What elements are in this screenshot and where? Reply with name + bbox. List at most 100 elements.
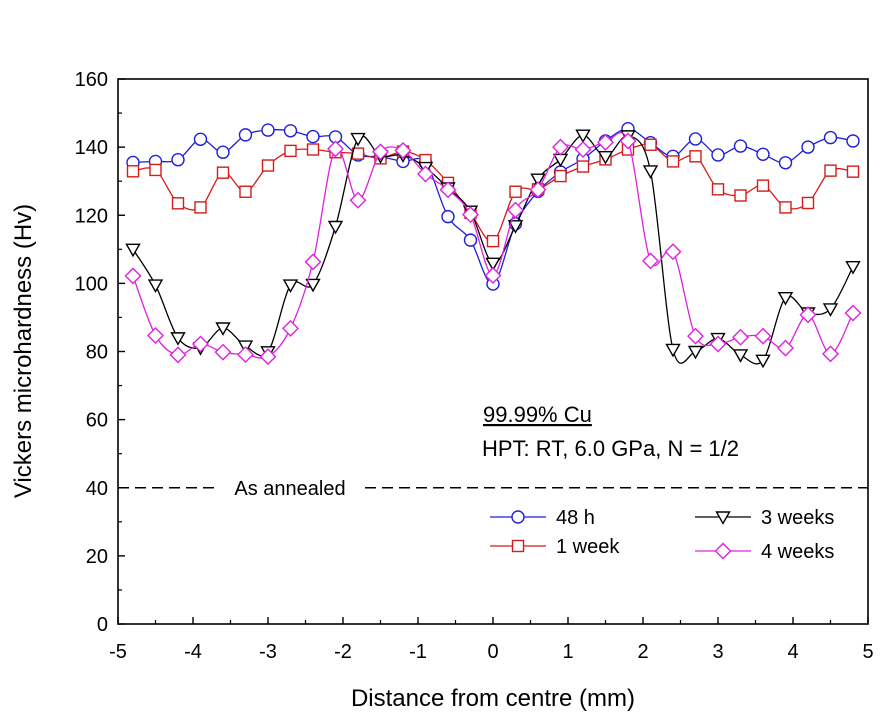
x-tick-label: 0	[487, 641, 498, 663]
legend-item: 4 weeks	[695, 541, 834, 563]
data-point	[216, 166, 230, 179]
axis-ticks: -5 -4 -3 -2 -1 0 1 2 3 4 5 0 20 40 60 80 100 120 140 160	[75, 69, 874, 663]
data-point	[689, 150, 702, 163]
y-tick-label: 140	[75, 137, 108, 159]
data-point	[844, 304, 862, 322]
data-point	[824, 164, 837, 177]
data-point	[846, 165, 860, 178]
data-point	[576, 160, 590, 173]
data-point	[462, 206, 479, 224]
legend-item: 1 week	[490, 536, 620, 558]
data-point	[823, 130, 838, 145]
x-tick-label: 1	[562, 641, 573, 663]
x-axis-label: Distance from centre (mm)	[351, 685, 635, 712]
data-point	[169, 346, 187, 364]
data-point	[441, 209, 455, 224]
data-point	[777, 339, 794, 357]
data-point	[259, 348, 277, 366]
x-tick-label: -2	[334, 641, 352, 663]
legend-label: 48 h	[556, 507, 595, 529]
data-point	[733, 139, 748, 153]
data-point	[485, 257, 501, 272]
data-point	[822, 345, 839, 363]
data-point	[284, 144, 297, 158]
data-point	[149, 163, 162, 177]
data-point	[484, 267, 502, 285]
data-point	[507, 201, 524, 219]
data-point	[282, 319, 299, 337]
data-point	[350, 132, 366, 147]
data-point	[237, 346, 254, 364]
x-tick-label: 2	[637, 641, 648, 663]
data-point	[509, 185, 522, 198]
data-point	[619, 132, 637, 150]
data-point	[147, 279, 164, 294]
as-annealed-label: As annealed	[234, 478, 345, 500]
x-tick-label: 3	[712, 641, 723, 663]
data-point	[801, 140, 815, 154]
data-point	[327, 220, 344, 235]
series-2	[125, 129, 861, 369]
legend-item: 48 h	[490, 507, 595, 529]
series-line	[132, 134, 854, 365]
data-point	[709, 335, 727, 353]
y-tick-label: 100	[75, 273, 108, 295]
x-tick-label: -1	[409, 641, 427, 663]
series-3	[124, 132, 862, 366]
data-point	[575, 129, 591, 144]
legend-label: 1 week	[556, 536, 620, 558]
data-point	[261, 159, 275, 172]
data-point	[711, 148, 725, 162]
series-1	[126, 138, 860, 248]
annotation-process: HPT: RT, 6.0 GPa, N = 1/2	[482, 436, 739, 461]
y-axis-label: Vickers microhardness (Hv)	[10, 204, 37, 498]
reference-line-group: As annealed	[118, 478, 868, 500]
data-point	[193, 132, 208, 146]
data-point	[666, 155, 680, 168]
data-point	[529, 181, 547, 199]
legend-item: 3 weeks	[695, 507, 834, 529]
data-point	[755, 354, 771, 369]
data-point	[304, 253, 322, 271]
data-point	[664, 243, 682, 261]
data-point	[261, 123, 275, 137]
legend-label: 3 weeks	[761, 507, 834, 529]
data-point	[124, 267, 142, 285]
data-point	[463, 233, 478, 247]
legend-marker	[511, 510, 525, 524]
data-point	[170, 332, 186, 346]
x-tick-label: -3	[259, 641, 277, 663]
data-point	[799, 306, 817, 324]
annotation-material: 99.99% Cu	[483, 402, 592, 427]
data-point	[394, 142, 412, 160]
y-tick-label: 120	[75, 205, 108, 227]
x-tick-label: -4	[184, 641, 202, 663]
data-point	[822, 303, 839, 317]
data-point	[846, 134, 860, 148]
data-point	[349, 191, 367, 209]
data-point	[215, 322, 231, 336]
data-point	[171, 153, 185, 167]
data-point	[216, 145, 230, 159]
data-point	[754, 327, 772, 345]
legend-label: 4 weeks	[761, 541, 834, 563]
y-tick-label: 20	[86, 546, 108, 568]
data-point	[597, 150, 614, 165]
data-point	[194, 201, 207, 214]
data-point	[665, 343, 681, 358]
data-point	[147, 327, 164, 344]
data-point	[126, 165, 140, 178]
y-tick-label: 80	[86, 342, 108, 364]
x-tick-label: -5	[109, 641, 127, 663]
data-point	[507, 220, 524, 234]
data-point	[238, 128, 253, 142]
legend-marker	[511, 539, 525, 553]
data-point	[327, 140, 344, 158]
data-point	[756, 147, 770, 161]
data-point	[597, 133, 614, 151]
data-point	[687, 345, 704, 360]
legend: 48 h 1 week 3 weeks 4 weeks	[490, 507, 834, 563]
data-point	[734, 189, 747, 202]
data-point	[777, 291, 794, 306]
